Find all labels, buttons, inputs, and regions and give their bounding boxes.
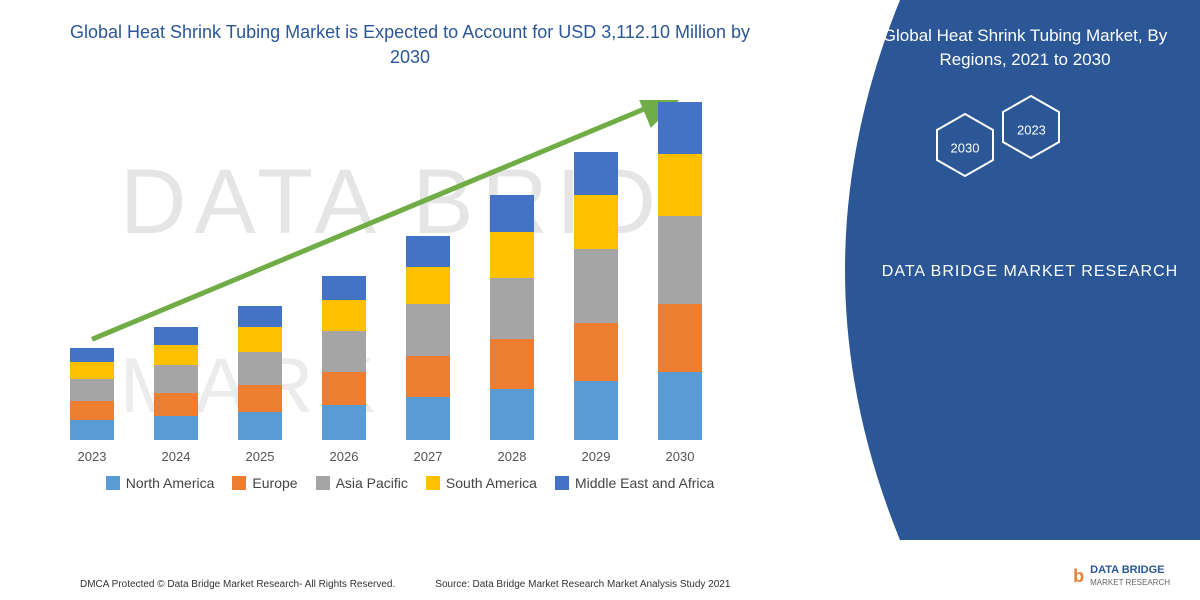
bar-segment xyxy=(322,405,366,440)
legend: North America Europe Asia Pacific South Ame… xyxy=(60,475,760,491)
legend-swatch xyxy=(316,476,330,490)
bar-segment xyxy=(322,372,366,405)
legend-item: North America xyxy=(106,475,215,491)
brand-text: DATA BRIDGE MARKET RESEARCH xyxy=(880,260,1180,284)
bar-segment xyxy=(406,397,450,440)
chart-area: Global Heat Shrink Tubing Market is Expe… xyxy=(60,20,760,540)
bar-segment xyxy=(70,348,114,362)
bar-segment xyxy=(70,401,114,420)
bar-segment xyxy=(238,306,282,327)
bar-segment xyxy=(658,102,702,154)
bar-segment xyxy=(406,267,450,304)
bar-label: 2028 xyxy=(490,449,534,464)
bar-label: 2023 xyxy=(70,449,114,464)
legend-item: Middle East and Africa xyxy=(555,475,714,491)
bar-label: 2024 xyxy=(154,449,198,464)
bar-segment xyxy=(574,249,618,323)
hex-2030: 2030 xyxy=(930,110,1000,185)
bar-segment xyxy=(70,379,114,402)
footer-logo: b DATA BRIDGE MARKET RESEARCH xyxy=(1073,564,1170,588)
bar-segment xyxy=(490,339,534,388)
bar-group: 2026 xyxy=(322,100,366,440)
bar-segment xyxy=(322,300,366,331)
bar-segment xyxy=(574,323,618,381)
bar-label: 2026 xyxy=(322,449,366,464)
bar-segment xyxy=(490,389,534,441)
footer-logo-sub: MARKET RESEARCH xyxy=(1090,578,1170,587)
bar-segment xyxy=(322,331,366,372)
bar-segment xyxy=(154,393,198,416)
bar-segment xyxy=(238,327,282,352)
bar-group: 2024 xyxy=(154,100,198,440)
chart-title: Global Heat Shrink Tubing Market is Expe… xyxy=(60,20,760,70)
logo-mark-icon: b xyxy=(1073,566,1084,587)
legend-label: Europe xyxy=(252,475,297,491)
bar-segment xyxy=(238,412,282,441)
bar-segment xyxy=(322,276,366,301)
footer-logo-text: DATA BRIDGE xyxy=(1090,564,1164,576)
bar-segment xyxy=(574,381,618,441)
hex-label-2030: 2030 xyxy=(951,140,980,155)
hex-2023: 2023 xyxy=(996,92,1066,167)
bar-label: 2030 xyxy=(658,449,702,464)
bar-group: 2029 xyxy=(574,100,618,440)
bar-group: 2030 xyxy=(658,100,702,440)
panel-title: Global Heat Shrink Tubing Market, By Reg… xyxy=(870,24,1180,72)
hex-row: 2030 2023 xyxy=(930,110,1066,185)
bar-group: 2023 xyxy=(70,100,114,440)
legend-swatch xyxy=(555,476,569,490)
right-panel: Global Heat Shrink Tubing Market, By Reg… xyxy=(780,0,1200,540)
bar-segment xyxy=(574,195,618,249)
legend-item: Europe xyxy=(232,475,297,491)
footer: DMCA Protected © Data Bridge Market Rese… xyxy=(80,579,1000,590)
bar-group: 2025 xyxy=(238,100,282,440)
bar-segment xyxy=(154,345,198,366)
bar-segment xyxy=(238,385,282,412)
bar-segment xyxy=(658,304,702,372)
bar-segment xyxy=(658,154,702,216)
bars-container: 2023 2024 2025 2026 2027 2028 2029 2030 xyxy=(60,100,740,440)
bar-segment xyxy=(406,304,450,356)
legend-swatch xyxy=(106,476,120,490)
bar-segment xyxy=(490,195,534,232)
bar-segment xyxy=(658,372,702,440)
legend-label: Middle East and Africa xyxy=(575,475,714,491)
legend-label: South America xyxy=(446,475,537,491)
legend-item: South America xyxy=(426,475,537,491)
hex-label-2023: 2023 xyxy=(1017,122,1046,137)
bar-group: 2027 xyxy=(406,100,450,440)
bar-segment xyxy=(70,362,114,378)
legend-swatch xyxy=(426,476,440,490)
bar-segment xyxy=(70,420,114,441)
bar-label: 2025 xyxy=(238,449,282,464)
bar-group: 2028 xyxy=(490,100,534,440)
legend-item: Asia Pacific xyxy=(316,475,408,491)
footer-dmca: DMCA Protected © Data Bridge Market Rese… xyxy=(80,579,395,590)
bar-segment xyxy=(406,236,450,267)
bar-segment xyxy=(490,232,534,277)
bar-segment xyxy=(406,356,450,397)
bar-segment xyxy=(238,352,282,385)
bar-label: 2029 xyxy=(574,449,618,464)
legend-label: North America xyxy=(126,475,215,491)
bar-segment xyxy=(154,327,198,345)
legend-swatch xyxy=(232,476,246,490)
legend-label: Asia Pacific xyxy=(336,475,408,491)
footer-source: Source: Data Bridge Market Research Mark… xyxy=(435,579,730,590)
bar-segment xyxy=(574,152,618,195)
bar-segment xyxy=(154,365,198,393)
bar-segment xyxy=(490,278,534,340)
bar-label: 2027 xyxy=(406,449,450,464)
bar-segment xyxy=(658,216,702,305)
bar-segment xyxy=(154,416,198,441)
